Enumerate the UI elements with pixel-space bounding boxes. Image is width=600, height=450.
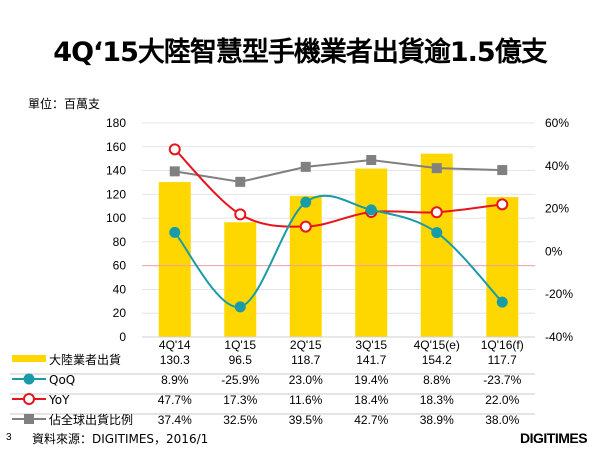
category-label: 1Q'16(f) xyxy=(481,338,524,352)
bar xyxy=(289,195,322,337)
left-tick-label: 120 xyxy=(106,187,126,201)
source-note: 資料來源：DIGITIMES，2016/1 xyxy=(32,432,209,446)
page-number: 3 xyxy=(6,432,12,443)
bar xyxy=(355,168,388,337)
share-marker xyxy=(497,165,508,176)
qoq-marker xyxy=(496,296,508,308)
right-tick-label: -40% xyxy=(545,330,573,344)
bar xyxy=(224,222,257,337)
right-tick-label: 40% xyxy=(545,159,569,173)
yoy-marker xyxy=(430,206,443,219)
left-tick-label: 0 xyxy=(119,330,126,344)
table-cell: 38.0% xyxy=(485,413,519,427)
table-cell: 37.4% xyxy=(158,413,192,427)
legend-marker-icon xyxy=(23,373,35,385)
table-cell: 18.4% xyxy=(354,393,388,407)
legend-bar-icon xyxy=(12,355,46,362)
left-tick-label: 140 xyxy=(106,164,126,178)
bar xyxy=(486,197,519,337)
share-line xyxy=(174,159,503,183)
category-label: 1Q'15 xyxy=(224,338,256,352)
table-cell: -25.9% xyxy=(221,373,259,387)
yoy-marker xyxy=(168,143,181,156)
category-label: 2Q'15 xyxy=(290,338,322,352)
left-tick-label: 40 xyxy=(113,282,127,296)
table-cell: 32.5% xyxy=(223,413,257,427)
share-marker xyxy=(366,155,377,166)
table-cell: 117.7 xyxy=(488,353,517,367)
share-marker xyxy=(300,161,311,172)
table-cell: 23.0% xyxy=(289,373,323,387)
share-marker xyxy=(235,176,246,187)
left-tick-label: 80 xyxy=(113,235,127,249)
yoy-marker xyxy=(496,198,509,211)
table-cell: 11.6% xyxy=(289,393,322,407)
qoq-line xyxy=(173,194,503,308)
left-tick-label: 20 xyxy=(113,306,127,320)
category-label: 4Q'15(e) xyxy=(414,338,460,352)
right-tick-label: -20% xyxy=(545,287,573,301)
digitimes-logo: DIGITIMES xyxy=(520,430,588,446)
table-cell: -23.7% xyxy=(483,373,521,387)
legend-marker-icon xyxy=(23,393,35,405)
yoy-marker xyxy=(299,220,312,233)
bar xyxy=(420,153,453,337)
table-cell: 42.7% xyxy=(354,413,388,427)
qoq-marker xyxy=(234,301,246,313)
legend-label: 大陸業者出貨 xyxy=(49,352,121,367)
legend-marker-icon xyxy=(24,414,34,424)
yoy-marker xyxy=(234,208,247,221)
yoy-line xyxy=(174,148,503,228)
table-cell: 17.3% xyxy=(223,393,257,407)
table-cell: 154.2 xyxy=(422,353,452,367)
table-cell: 22.0% xyxy=(485,393,519,407)
unit-label: 單位：百萬支 xyxy=(28,97,101,111)
right-tick-label: 0% xyxy=(545,244,563,258)
qoq-marker xyxy=(169,226,181,238)
table-cell: 130.3 xyxy=(160,353,190,367)
legend-label: QoQ xyxy=(49,373,75,387)
share-marker xyxy=(431,163,442,174)
right-tick-label: 20% xyxy=(545,202,569,216)
table-cell: 141.7 xyxy=(356,353,386,367)
table-cell: 47.7% xyxy=(158,393,192,407)
left-tick-label: 160 xyxy=(106,140,126,154)
table-cell: 39.5% xyxy=(289,413,323,427)
category-label: 4Q'14 xyxy=(159,338,191,352)
qoq-marker xyxy=(431,227,443,239)
left-tick-label: 180 xyxy=(106,116,126,130)
table-cell: 96.5 xyxy=(229,353,253,367)
left-tick-label: 100 xyxy=(106,211,126,225)
table-cell: 18.3% xyxy=(420,393,454,407)
bar xyxy=(158,182,191,337)
right-tick-label: 60% xyxy=(545,116,569,130)
page-title: 4Q‘15大陸智慧型手機業者出貨逾1.5億支 xyxy=(53,37,547,68)
share-marker xyxy=(169,166,180,177)
table-cell: 38.9% xyxy=(420,413,454,427)
table-cell: 8.9% xyxy=(161,373,189,387)
qoq-marker xyxy=(365,204,377,216)
table-cell: 118.7 xyxy=(291,353,320,367)
table-cell: 8.8% xyxy=(423,373,451,387)
left-tick-label: 60 xyxy=(113,259,127,273)
legend-label: YoY xyxy=(48,393,70,407)
table-cell: 19.4% xyxy=(354,373,388,387)
qoq-marker xyxy=(300,196,312,208)
legend-label: 佔全球出貨比例 xyxy=(49,412,133,427)
category-label: 3Q'15 xyxy=(355,338,387,352)
